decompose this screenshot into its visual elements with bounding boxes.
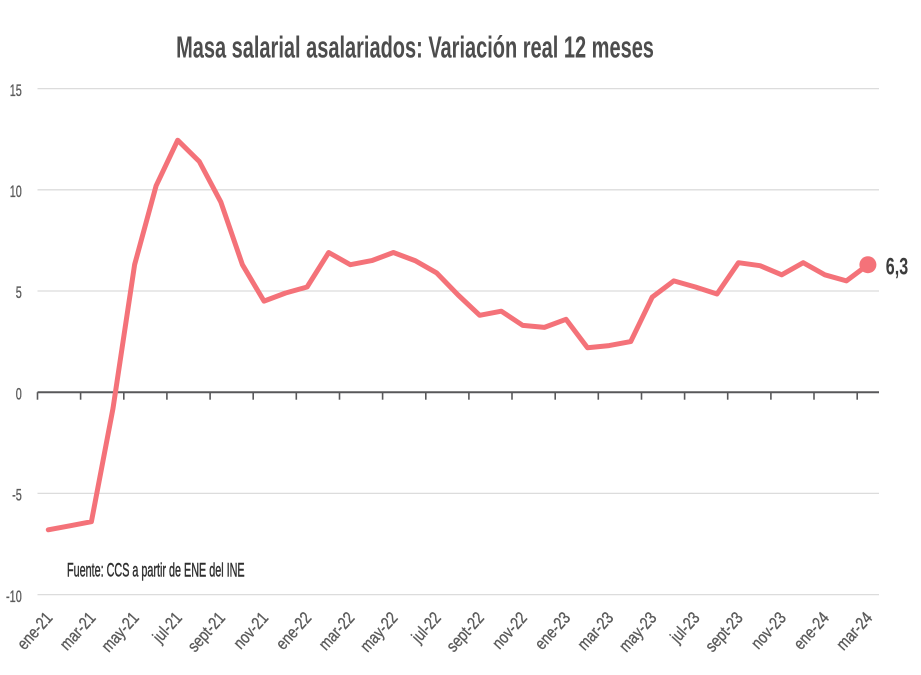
svg-text:6,3: 6,3	[886, 255, 908, 281]
svg-text:10: 10	[10, 182, 22, 201]
svg-text:0: 0	[16, 384, 22, 403]
svg-text:-10: -10	[6, 586, 22, 605]
svg-text:15: 15	[10, 80, 22, 99]
svg-text:5: 5	[16, 283, 22, 302]
svg-text:Fuente: CCS a partir de ENE de: Fuente: CCS a partir de ENE del INE	[67, 560, 245, 581]
svg-text:Masa salarial asalariados: Var: Masa salarial asalariados: Variación rea…	[176, 29, 654, 65]
svg-text:-5: -5	[12, 485, 22, 504]
